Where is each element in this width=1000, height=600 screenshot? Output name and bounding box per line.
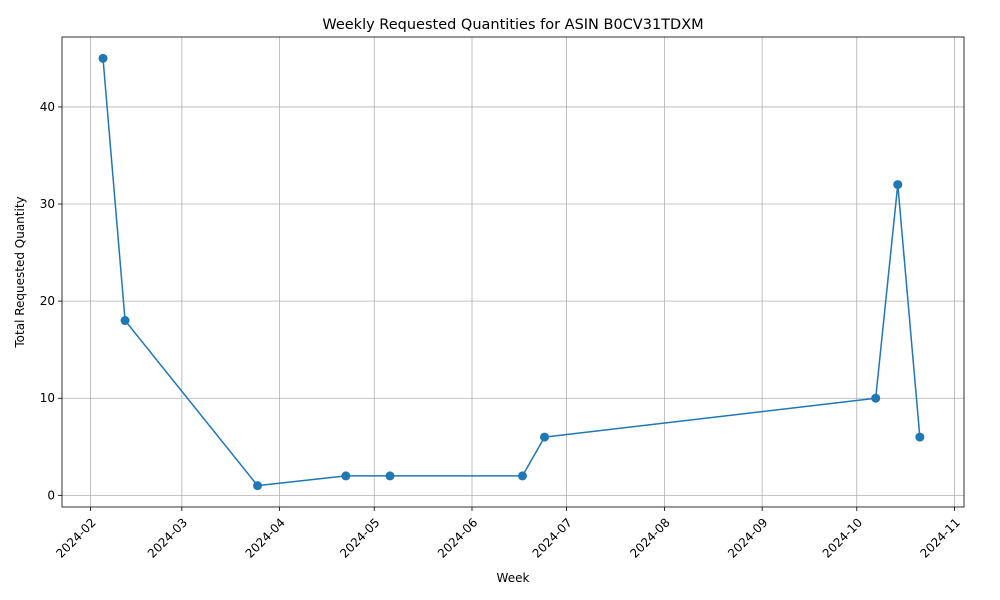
data-point	[385, 471, 395, 481]
series-line	[102, 58, 921, 487]
grid	[62, 37, 964, 507]
y-tick-label: 10	[40, 391, 55, 405]
data-point	[540, 432, 550, 442]
data-point	[98, 53, 108, 63]
y-tick-label: 20	[40, 294, 55, 308]
x-axis-label: Week	[497, 571, 530, 585]
data-point	[341, 471, 351, 481]
series	[98, 53, 925, 491]
y-tick-label: 0	[47, 488, 55, 502]
data-point	[871, 393, 881, 403]
data-point	[120, 316, 130, 326]
chart-title: Weekly Requested Quantities for ASIN B0C…	[322, 17, 703, 33]
data-point	[893, 180, 903, 190]
data-point	[915, 432, 925, 442]
data-point	[253, 481, 263, 491]
data-point	[517, 471, 527, 481]
y-tick-label: 30	[40, 197, 55, 211]
plot-frame	[61, 36, 965, 508]
y-tick-label: 40	[40, 100, 55, 114]
y-axis-label: Total Requested Quantity	[13, 196, 27, 348]
